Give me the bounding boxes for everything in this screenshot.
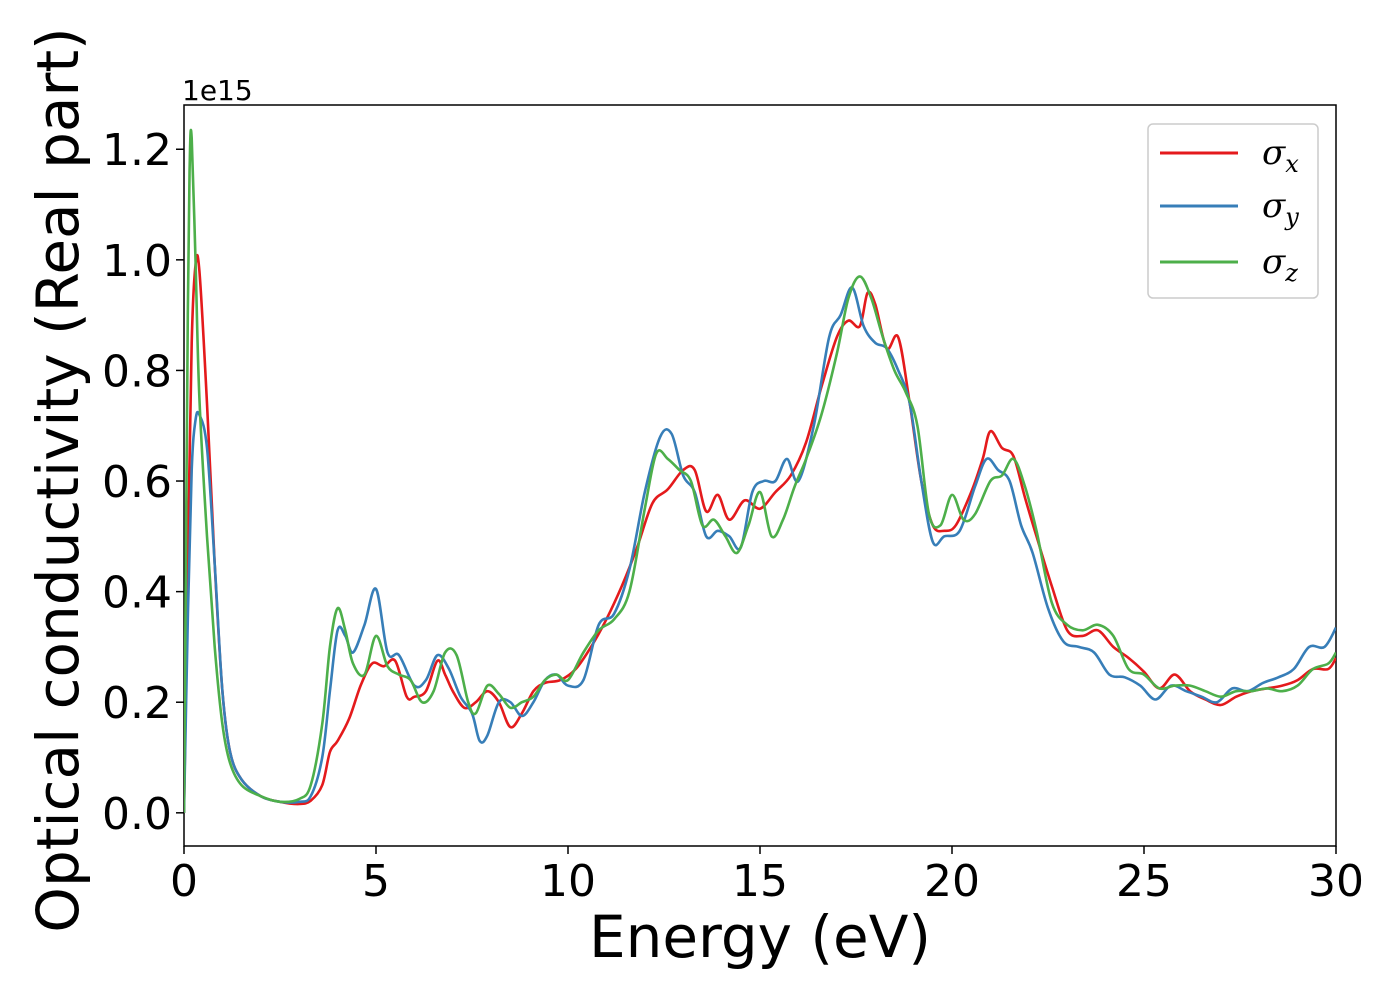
x-tick-label: 10: [540, 856, 596, 907]
series-line-x: [184, 253, 1336, 813]
series-line-z: [184, 128, 1336, 813]
legend-label-sigma-y: σy: [1262, 186, 1299, 231]
y-axis-offset-label: 1e15: [182, 74, 253, 107]
legend-frame: [1147, 123, 1319, 299]
x-tick-label: 5: [362, 856, 390, 907]
legend-label-sigma-x: σx: [1262, 133, 1299, 178]
y-tick-label: 0.0: [102, 789, 172, 840]
x-tick-label: 25: [1116, 856, 1172, 907]
x-axis-ticks: 0 5 10 15 20 25 30: [170, 846, 1364, 907]
x-tick-label: 20: [924, 856, 980, 907]
legend-label-sigma-z: σz: [1262, 242, 1298, 287]
y-tick-label: 0.6: [102, 457, 172, 508]
y-tick-label: 1.0: [102, 236, 172, 287]
series-line-y: [184, 286, 1336, 813]
x-axis-label: Energy (eV): [589, 903, 931, 971]
y-tick-label: 1.2: [102, 125, 172, 176]
y-tick-label: 0.4: [102, 568, 172, 619]
y-tick-label: 0.8: [102, 346, 172, 397]
x-tick-label: 30: [1308, 856, 1364, 907]
legend: σx σy σz: [1147, 123, 1319, 299]
y-axis-label: Optical conductivity (Real part): [24, 27, 92, 932]
series-layer: [184, 128, 1336, 813]
x-tick-label: 15: [732, 856, 788, 907]
y-axis-ticks: 0.0 0.2 0.4 0.6 0.8 1.0 1.2: [102, 125, 184, 840]
y-tick-label: 0.2: [102, 678, 172, 729]
x-tick-label: 0: [170, 856, 198, 907]
